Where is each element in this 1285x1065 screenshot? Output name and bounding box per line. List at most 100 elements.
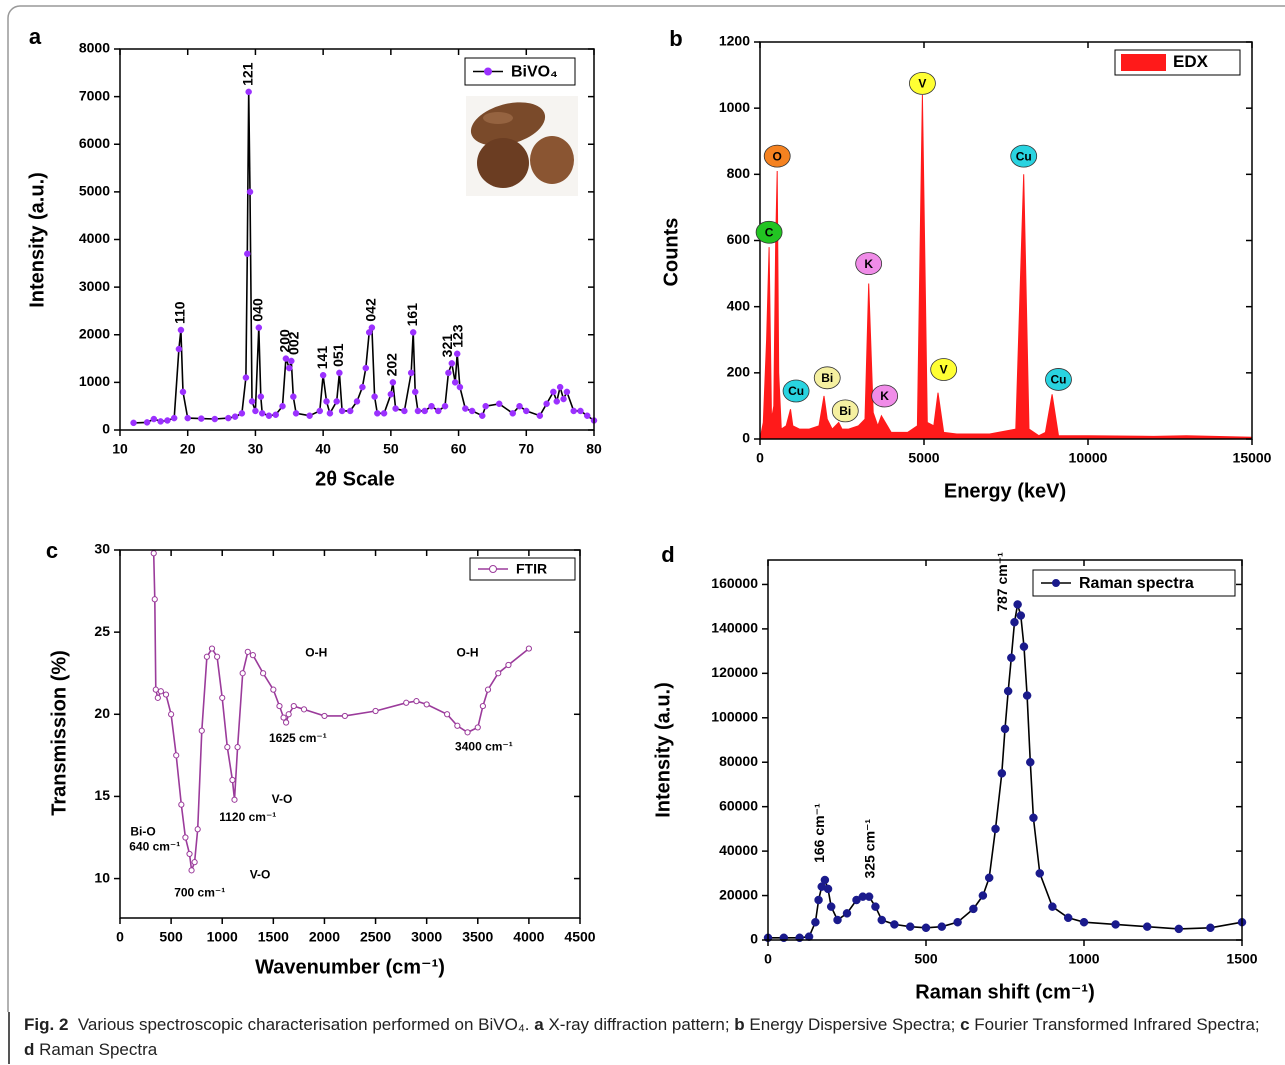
- marker: [543, 400, 550, 408]
- marker: [811, 917, 820, 927]
- seed: [477, 138, 529, 188]
- marker: [154, 694, 161, 701]
- marker: [890, 920, 899, 929]
- marker: [864, 892, 874, 901]
- marker: [583, 412, 591, 419]
- marker: [553, 398, 561, 405]
- marker: [258, 410, 266, 417]
- marker: [276, 702, 283, 710]
- marker: [175, 345, 183, 353]
- marker: [246, 188, 254, 196]
- marker: [130, 419, 137, 427]
- marker: [374, 410, 381, 417]
- marker: [441, 402, 449, 410]
- marker: [409, 329, 417, 336]
- y-tick-label: 120000: [711, 664, 758, 680]
- marker: [495, 400, 503, 408]
- annotation: 787 cm⁻¹: [994, 552, 1010, 612]
- marker: [208, 645, 216, 652]
- y-tick-label: 15: [94, 787, 110, 803]
- y-tick-label: 30: [94, 541, 110, 557]
- marker: [265, 412, 273, 419]
- marker: [279, 402, 286, 410]
- marker: [826, 902, 836, 911]
- marker: [820, 875, 830, 885]
- marker: [570, 407, 577, 415]
- legend-marker: [484, 67, 492, 76]
- annotation: 200: [277, 329, 293, 353]
- marker: [362, 364, 370, 372]
- marker: [413, 698, 420, 705]
- marker: [523, 407, 530, 415]
- y-tick-label: 2000: [79, 325, 110, 341]
- annotation: 161: [404, 303, 420, 327]
- legend-box: [469, 557, 576, 581]
- marker: [290, 702, 297, 710]
- marker: [448, 360, 456, 367]
- y-tick-label: 1000: [719, 99, 750, 115]
- marker: [563, 388, 571, 396]
- caption-text: d: [24, 1040, 35, 1059]
- marker: [1019, 642, 1029, 651]
- marker: [152, 686, 159, 693]
- marker: [260, 670, 267, 677]
- marker: [451, 379, 459, 386]
- marker: [177, 326, 185, 334]
- marker: [560, 395, 567, 403]
- annotation: 110: [172, 301, 188, 324]
- x-tick-label: 0: [756, 450, 764, 466]
- element-bubble: [763, 144, 791, 168]
- marker: [1079, 917, 1089, 927]
- marker: [353, 398, 361, 405]
- x-tick-label: 10000: [1069, 450, 1108, 466]
- marker: [282, 355, 290, 362]
- y-tick-label: 0: [750, 931, 758, 947]
- marker: [428, 402, 435, 410]
- caption-text: c: [960, 1015, 970, 1034]
- caption-text: a: [534, 1015, 544, 1034]
- marker: [468, 407, 476, 415]
- annotation: 325 cm⁻¹: [861, 819, 877, 879]
- marker: [191, 859, 198, 866]
- marker: [252, 407, 259, 415]
- marker: [333, 398, 340, 405]
- plot-frame: [767, 559, 1243, 941]
- element-label: Cu: [788, 384, 804, 398]
- element-bubble: [813, 366, 841, 390]
- marker: [536, 412, 544, 419]
- marker: [479, 412, 486, 419]
- marker: [198, 415, 205, 422]
- element-bubble: [755, 220, 783, 244]
- marker: [234, 744, 241, 751]
- marker: [219, 694, 226, 701]
- y-tick-label: 600: [727, 231, 751, 247]
- panel: 0 500 1000 1500 2000 2500 3000 3500 4000 4500 10 15…: [46, 538, 596, 978]
- caption-text: Various spectroscopic characterisation p…: [68, 1015, 535, 1034]
- panel: 0 5000 10000 15000 0 200 400 600 800 1000 1200 b Ene…: [660, 26, 1271, 502]
- x-tick-label: 2000: [309, 929, 340, 945]
- marker: [464, 729, 471, 736]
- x-tick-label: 2500: [360, 929, 391, 945]
- element-label: K: [864, 257, 873, 271]
- marker: [1026, 757, 1035, 767]
- marker: [1022, 691, 1032, 700]
- legend-label: BiVO₄: [511, 64, 558, 81]
- marker: [474, 724, 481, 731]
- marker: [255, 324, 263, 331]
- y-axis-title: Intensity (a.u.): [26, 172, 48, 308]
- legend-marker: [489, 565, 497, 573]
- marker: [321, 712, 328, 720]
- annotation: Bi-O: [130, 825, 155, 839]
- element-label: K: [880, 389, 889, 403]
- x-axis-title: 2θ Scale: [315, 468, 395, 490]
- x-tick-label: 15000: [1233, 450, 1272, 466]
- panel-label: c: [46, 538, 58, 563]
- element-label: Bi: [839, 404, 851, 418]
- marker: [168, 711, 175, 718]
- marker: [186, 850, 193, 858]
- element-label: Cu: [1050, 373, 1066, 387]
- caption-text: Energy Dispersive Spectra;: [744, 1015, 961, 1034]
- marker: [454, 722, 461, 729]
- marker: [577, 407, 584, 415]
- marker: [290, 393, 297, 400]
